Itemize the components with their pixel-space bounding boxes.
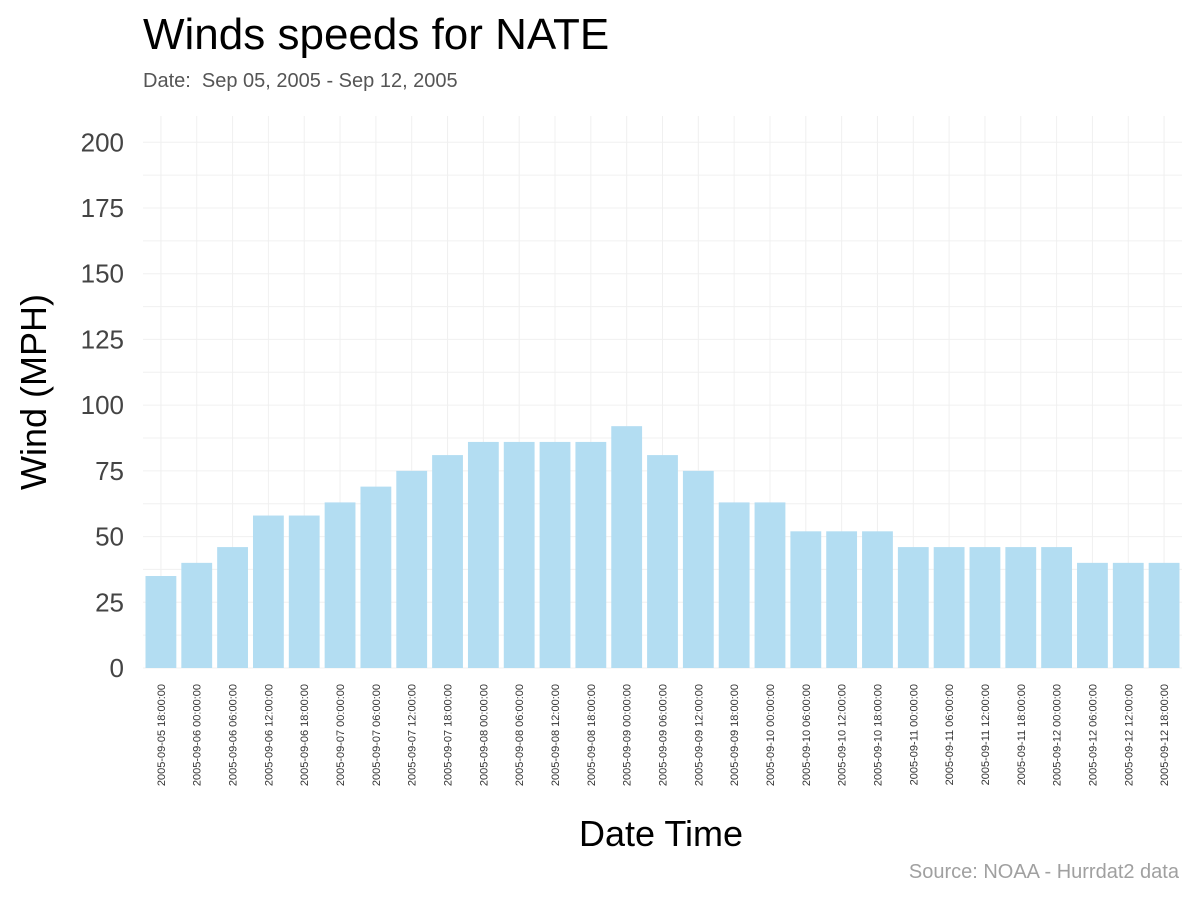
x-tick-label: 2005-09-10 12:00:00 [837,684,849,786]
bar [718,502,750,668]
x-tick-label: 2005-09-07 00:00:00 [335,684,347,786]
bar [539,441,571,668]
x-tick-label: 2005-09-12 18:00:00 [1159,684,1171,786]
bar [1005,547,1037,668]
x-tick-label: 2005-09-09 18:00:00 [729,684,741,786]
x-tick-label: 2005-09-11 18:00:00 [1016,684,1028,785]
bar [754,502,786,668]
x-tick-label: 2005-09-09 06:00:00 [658,684,670,786]
y-tick-label: 50 [95,522,124,552]
x-tick-label: 2005-09-08 12:00:00 [550,684,562,786]
x-tick-label: 2005-09-07 12:00:00 [407,684,419,786]
bar [1041,547,1073,668]
x-tick-label: 2005-09-07 18:00:00 [443,684,455,786]
y-tick-label: 175 [81,193,124,223]
bar [324,502,356,668]
y-axis-ticks: 0 25 50 75 100 125 150 175 200 [81,127,124,683]
y-tick-label: 75 [95,456,124,486]
x-tick-label: 2005-09-10 18:00:00 [872,684,884,786]
x-tick-label: 2005-09-12 00:00:00 [1052,684,1064,786]
chart-source: Source: NOAA - Hurrdat2 data [908,861,1179,883]
x-tick-label: 2005-09-11 12:00:00 [980,684,992,785]
y-tick-label: 0 [110,653,124,683]
x-tick-label: 2005-09-09 12:00:00 [693,684,705,786]
x-tick-label: 2005-09-10 06:00:00 [801,684,813,786]
bar [145,576,177,668]
x-tick-label: 2005-09-11 00:00:00 [908,684,920,785]
bar [790,531,822,668]
bar [933,547,965,668]
bar [647,455,678,668]
bar [862,531,893,668]
bar [252,515,284,668]
x-tick-label: 2005-09-08 00:00:00 [478,684,490,786]
chart-title: Winds speeds for NATE [143,10,610,59]
bar [360,486,392,668]
x-tick-label: 2005-09-05 18:00:00 [156,684,168,786]
bar [611,426,643,668]
x-tick-label: 2005-09-06 18:00:00 [299,684,311,786]
x-tick-label: 2005-09-06 12:00:00 [263,684,275,786]
bar [682,470,714,668]
y-tick-label: 150 [81,259,124,289]
y-tick-label: 25 [95,587,124,617]
x-tick-label: 2005-09-12 12:00:00 [1123,684,1135,786]
bar [1077,562,1108,668]
chart-subtitle: Date: Sep 05, 2005 - Sep 12, 2005 [143,70,458,92]
x-tick-label: 2005-09-09 00:00:00 [622,684,634,786]
x-tick-label: 2005-09-06 06:00:00 [228,684,240,786]
bar [969,547,1001,668]
bar [217,547,248,668]
bar [432,455,463,668]
y-tick-label: 100 [81,390,124,420]
x-tick-label: 2005-09-11 06:00:00 [944,684,956,785]
bar [1148,562,1180,668]
bar [826,531,858,668]
y-tick-label: 125 [81,324,124,354]
bar [181,562,213,668]
y-tick-label: 200 [81,127,124,157]
bars [145,426,1180,668]
bar [1112,562,1144,668]
bar [288,515,320,668]
x-tick-label: 2005-09-10 00:00:00 [765,684,777,786]
bar [503,441,535,668]
x-axis-label: Date Time [579,813,743,854]
bar [467,441,499,668]
x-tick-label: 2005-09-08 06:00:00 [514,684,526,786]
x-tick-label: 2005-09-12 06:00:00 [1087,684,1099,786]
y-axis-label: Wind (MPH) [13,294,54,490]
x-tick-label: 2005-09-07 06:00:00 [371,684,383,786]
bar [396,470,428,668]
bar [897,547,929,668]
x-tick-label: 2005-09-06 00:00:00 [192,684,204,786]
bar [575,441,607,668]
x-axis-ticks: 2005-09-05 18:00:00 2005-09-06 00:00:00 20… [156,684,1171,786]
x-tick-label: 2005-09-08 18:00:00 [586,684,598,786]
